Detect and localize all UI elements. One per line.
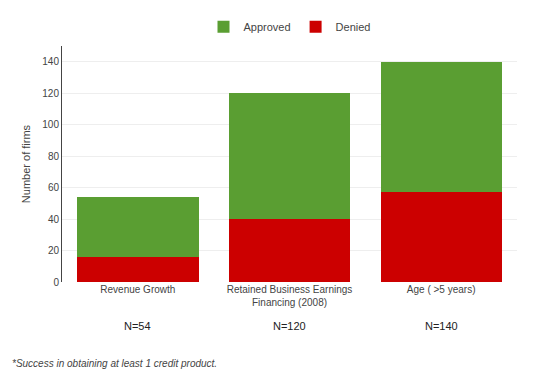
svg-text:N=120: N=120 [273, 320, 306, 332]
svg-text:100: 100 [42, 119, 59, 130]
svg-text:Retained Business EarningsFina: Retained Business EarningsFinancing (200… [227, 284, 353, 308]
svg-text:N=140: N=140 [425, 320, 458, 332]
svg-text:Number of firms: Number of firms [20, 124, 32, 203]
svg-text:Revenue Growth: Revenue Growth [100, 284, 175, 295]
svg-text:N=54: N=54 [124, 320, 151, 332]
svg-text:Age ( >5 years): Age ( >5 years) [407, 284, 476, 295]
svg-text:80: 80 [48, 151, 60, 162]
svg-text:20: 20 [48, 245, 60, 256]
svg-text:Denied: Denied [336, 21, 371, 33]
svg-text:0: 0 [53, 277, 59, 288]
svg-text:120: 120 [42, 88, 59, 99]
svg-text:60: 60 [48, 182, 60, 193]
svg-text:140: 140 [42, 56, 59, 67]
svg-text:*Success in obtaining at least: *Success in obtaining at least 1 credit … [12, 358, 217, 369]
svg-text:Approved: Approved [244, 21, 291, 33]
svg-text:40: 40 [48, 214, 60, 225]
